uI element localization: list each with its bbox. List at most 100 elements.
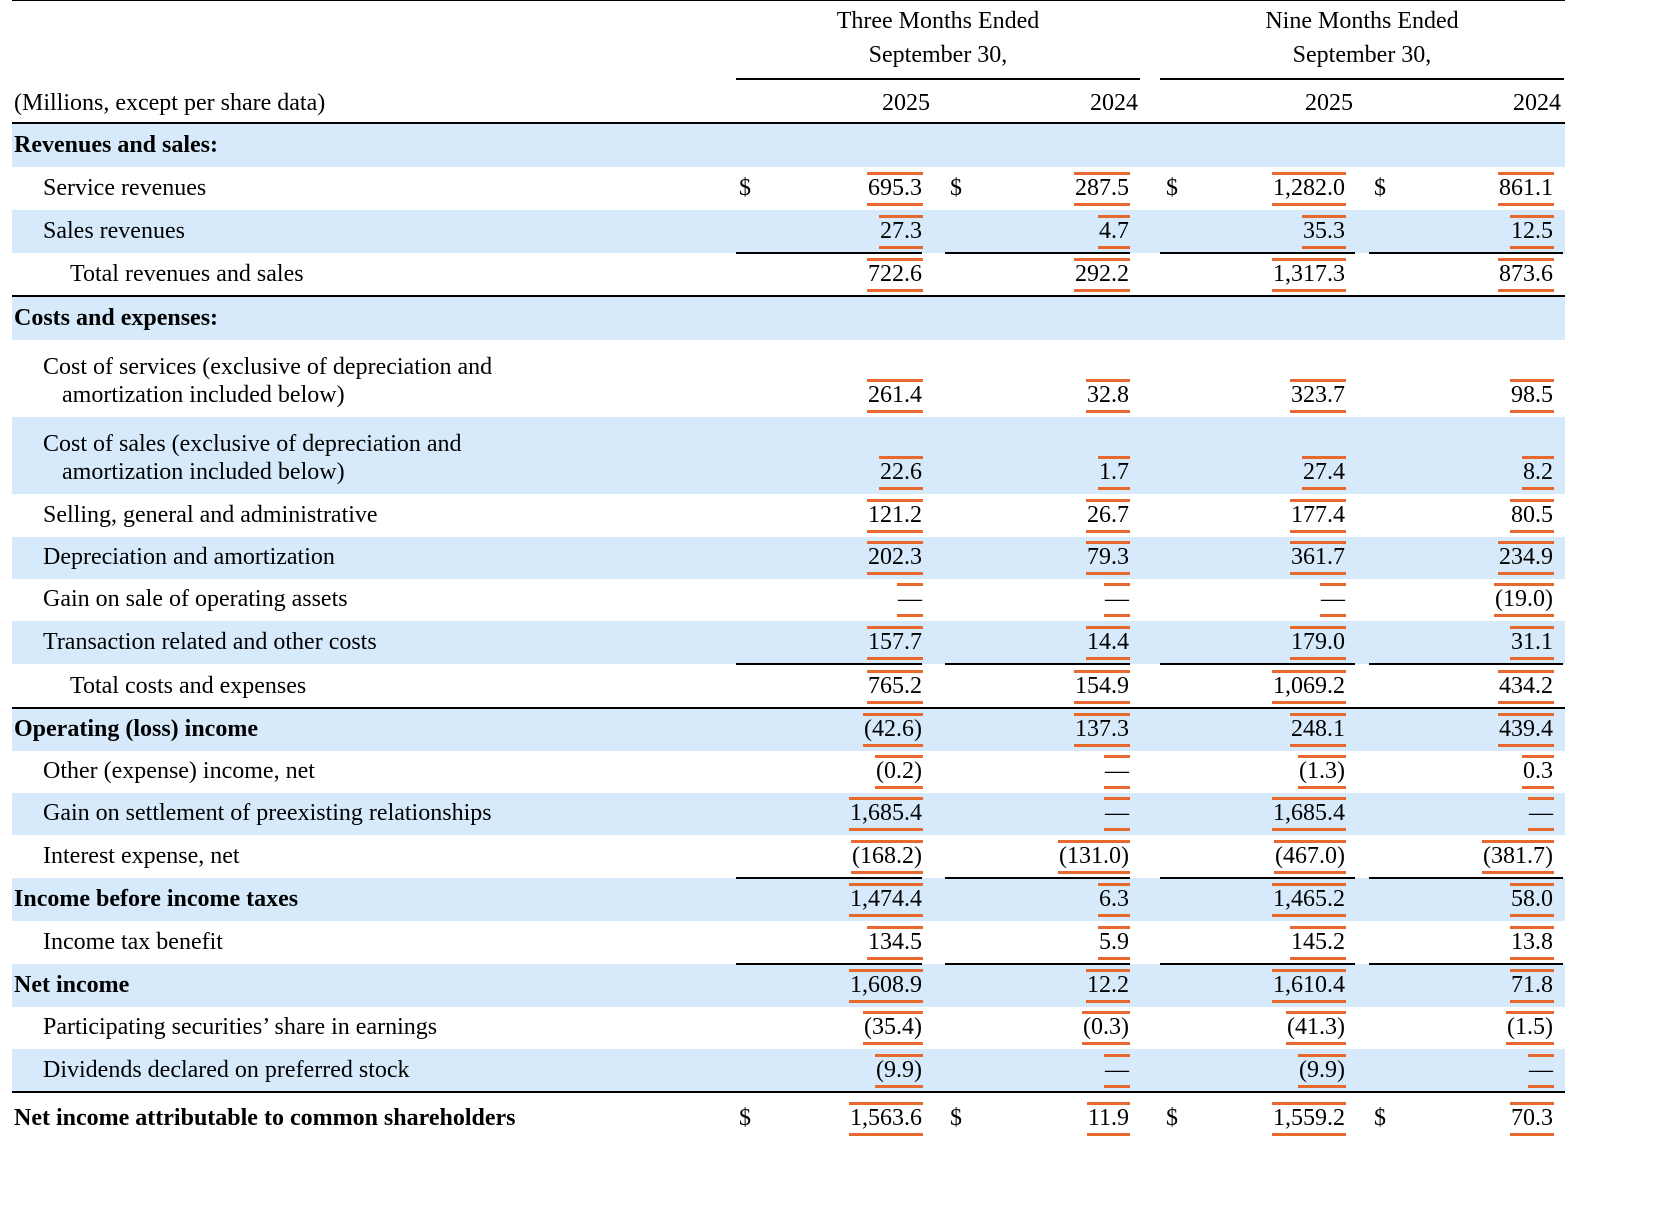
row-label: Total costs and expenses <box>70 672 306 700</box>
row-label-text: Service revenues <box>43 175 207 201</box>
row-label-text: Total revenues and sales <box>70 261 304 287</box>
cell-value: 1,608.9 <box>849 969 923 1003</box>
value-cell: (19.0) <box>1494 583 1554 617</box>
row-label-text: Other (expense) income, net <box>43 758 315 784</box>
cell-value: 292.2 <box>1074 258 1130 292</box>
row-label: Costs and expenses: <box>14 304 218 332</box>
value-cell: 1,610.4 <box>1272 969 1346 1003</box>
row-label: Participating securities’ share in earni… <box>43 1013 437 1041</box>
row-label-text: Costs and expenses: <box>14 305 219 331</box>
cell-value: — <box>1320 583 1346 617</box>
row-label: Gain on sale of operating assets <box>43 585 348 613</box>
row-label-text: Net income <box>14 972 130 998</box>
group-title-line1: Three Months Ended <box>836 8 1040 34</box>
year-header: 2024 <box>1090 90 1138 116</box>
value-cell: — <box>1104 755 1130 789</box>
cell-value: — <box>1528 1054 1554 1088</box>
group-underline <box>1160 78 1564 80</box>
value-cell: (1.5) <box>1506 1011 1554 1045</box>
table-row: Net income attributable to common shareh… <box>12 1091 1565 1140</box>
subtotal-rule <box>1160 963 1355 965</box>
cell-value: 26.7 <box>1086 499 1130 533</box>
table-row: Gain on sale of operating assets — — — (19.0… <box>12 579 1565 621</box>
subtotal-rule <box>1160 877 1355 879</box>
cell-value: (9.9) <box>1298 1054 1346 1088</box>
row-label-text: Income tax benefit <box>43 929 223 955</box>
table-row: Income tax benefit 134.5 5.9 145.2 13.8 <box>12 921 1565 964</box>
value-cell: 11.9 <box>1086 1102 1131 1136</box>
row-label-text: Dividends declared on preferred stock <box>43 1057 410 1083</box>
row-label-text: Gain on settlement of preexisting relati… <box>43 800 492 826</box>
value-cell: 1,069.2 <box>1272 670 1346 704</box>
table-row: Cost of services (exclusive of depreciat… <box>12 340 1565 417</box>
value-cell: (0.2) <box>875 755 923 789</box>
value-cell: 4.7 <box>1098 215 1130 249</box>
value-cell: 873.6 <box>1498 258 1554 292</box>
value-cell: (381.7) <box>1482 840 1554 874</box>
row-label-text: Operating (loss) income <box>14 716 258 742</box>
cell-value: 1,317.3 <box>1272 258 1346 292</box>
value-cell: 31.1 <box>1510 626 1554 660</box>
row-label: Cost of services (exclusive of depreciat… <box>43 353 492 409</box>
subtotal-rule <box>1369 252 1563 254</box>
currency-symbol: $ <box>950 175 962 201</box>
value-cell: 323.7 <box>1290 379 1346 413</box>
value-cell: 765.2 <box>867 670 923 704</box>
table-row: Cost of sales (exclusive of depreciation… <box>12 417 1565 494</box>
subtotal-rule <box>736 877 922 879</box>
value-cell: 1,685.4 <box>849 797 923 831</box>
cell-value: 14.4 <box>1086 626 1130 660</box>
cell-value: 13.8 <box>1510 926 1554 960</box>
value-cell: 6.3 <box>1098 883 1130 917</box>
value-cell: 137.3 <box>1074 713 1130 747</box>
group-title-line2: September 30, <box>868 42 1008 68</box>
value-cell: — <box>897 583 923 617</box>
cell-value: 361.7 <box>1290 541 1346 575</box>
cell-value: 0.3 <box>1522 755 1554 789</box>
cell-value: 1,474.4 <box>849 883 923 917</box>
row-label-text: Gain on sale of operating assets <box>43 586 348 612</box>
value-cell: 261.4 <box>867 379 923 413</box>
subtotal-rule <box>1160 252 1355 254</box>
table-row: Gain on settlement of preexisting relati… <box>12 793 1565 835</box>
cell-value: 1,465.2 <box>1272 883 1346 917</box>
value-cell: 1,474.4 <box>849 883 923 917</box>
row-label-text: Interest expense, net <box>43 843 240 869</box>
cell-value: 1,559.2 <box>1272 1102 1346 1136</box>
cell-value: 1,685.4 <box>1272 797 1346 831</box>
cell-value: 27.3 <box>879 215 923 249</box>
value-cell: 14.4 <box>1086 626 1130 660</box>
cell-value: — <box>1104 583 1130 617</box>
subtotal-rule <box>1160 663 1355 665</box>
cell-value: 1,282.0 <box>1272 172 1346 206</box>
top-rule <box>12 0 1565 1</box>
value-cell: 157.7 <box>867 626 923 660</box>
row-label: Depreciation and amortization <box>43 543 335 571</box>
cell-value: (42.6) <box>863 713 923 747</box>
value-cell: 79.3 <box>1086 541 1130 575</box>
column-group-nine-months: Nine Months Ended September 30, <box>1160 4 1564 80</box>
value-cell: 1,282.0 <box>1272 172 1346 206</box>
value-cell: 861.1 <box>1498 172 1554 206</box>
cell-value: 137.3 <box>1074 713 1130 747</box>
value-cell: 58.0 <box>1510 883 1554 917</box>
cell-value: 873.6 <box>1498 258 1554 292</box>
units-label: (Millions, except per share data) <box>14 90 326 116</box>
row-label: Selling, general and administrative <box>43 501 378 529</box>
value-cell: — <box>1104 797 1130 831</box>
year-header: 2024 <box>1513 90 1561 116</box>
cell-value: 248.1 <box>1290 713 1346 747</box>
cell-value: 1,069.2 <box>1272 670 1346 704</box>
row-label-continuation: amortization included below) <box>62 382 345 408</box>
year-header: 2025 <box>1305 90 1353 116</box>
table-row: Costs and expenses: <box>12 295 1565 340</box>
value-cell: 71.8 <box>1510 969 1554 1003</box>
subtotal-rule <box>736 252 922 254</box>
value-cell: 70.3 <box>1510 1102 1554 1136</box>
cell-value: 179.0 <box>1290 626 1346 660</box>
table-row: Other (expense) income, net (0.2) — (1.3) 0.… <box>12 751 1565 793</box>
table-row: Selling, general and administrative 121.2… <box>12 494 1565 537</box>
cell-value: 157.7 <box>867 626 923 660</box>
cell-value: 11.9 <box>1086 1102 1131 1136</box>
value-cell: 177.4 <box>1290 499 1346 533</box>
